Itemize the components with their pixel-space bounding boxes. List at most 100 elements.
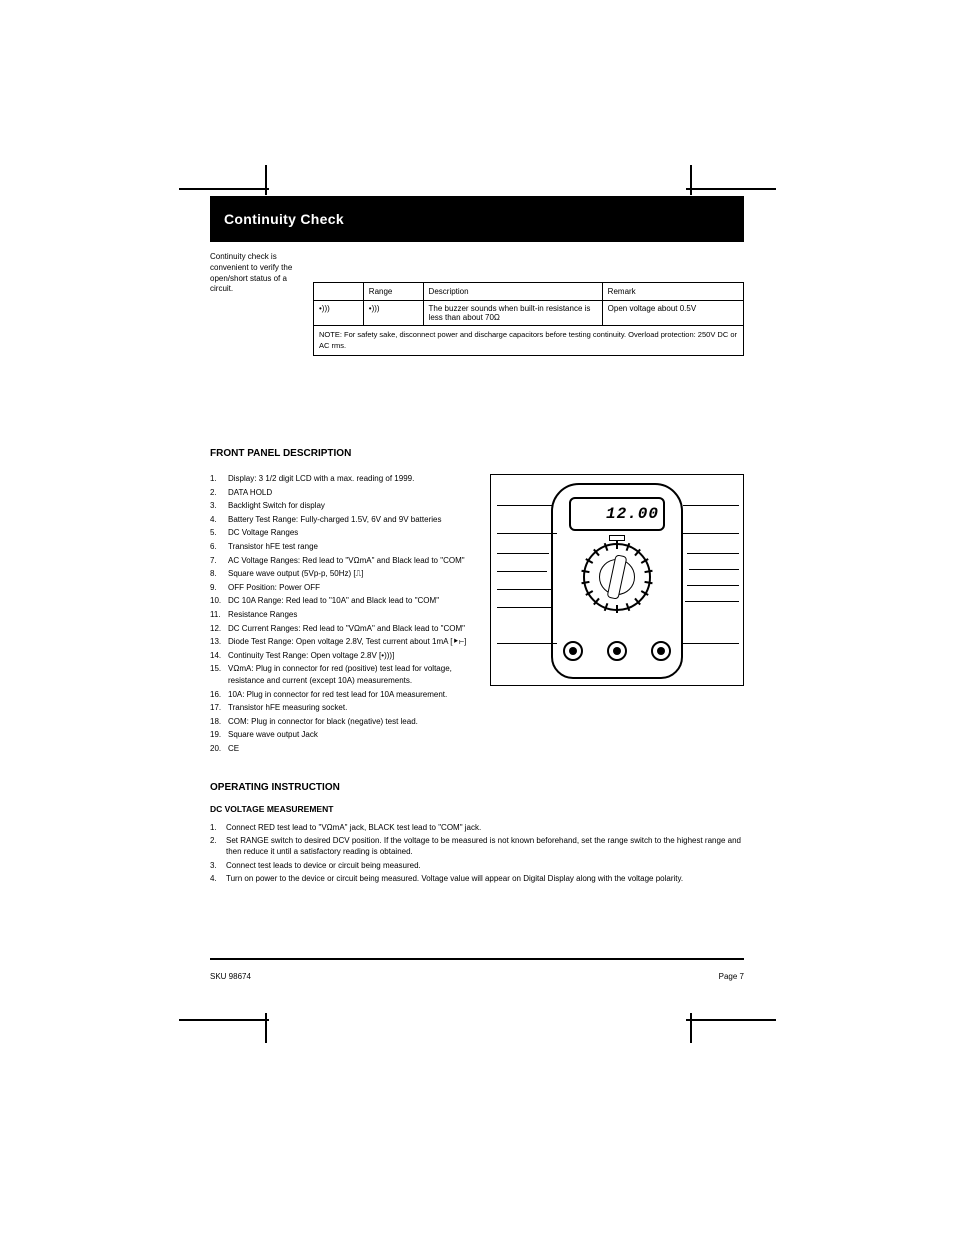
crop-mark [690, 165, 692, 195]
parts-list-text: DC 10A Range: Red lead to "10A" and Blac… [228, 595, 468, 607]
parts-list-number: 13. [210, 636, 228, 648]
operating-steps: 1.Connect RED test lead to "VΩmA" jack, … [210, 822, 744, 886]
parts-list-item: 4.Battery Test Range: Fully-charged 1.5V… [210, 514, 468, 526]
crop-mark [265, 1013, 267, 1043]
parts-list-number: 17. [210, 702, 228, 714]
parts-list-number: 7. [210, 555, 228, 567]
step-item: 1.Connect RED test lead to "VΩmA" jack, … [210, 822, 744, 833]
parts-list-text: Diode Test Range: Open voltage 2.8V, Tes… [228, 636, 468, 648]
parts-list-item: 16.10A: Plug in connector for red test l… [210, 689, 468, 701]
parts-list-item: 14.Continuity Test Range: Open voltage 2… [210, 650, 468, 662]
table-header-cell: Range [364, 283, 424, 300]
parts-list-item: 19.Square wave output Jack [210, 729, 468, 741]
table-header-cell: Remark [603, 283, 743, 300]
parts-list-number: 1. [210, 473, 228, 485]
parts-list-text: Battery Test Range: Fully-charged 1.5V, … [228, 514, 468, 526]
crop-mark [686, 1019, 776, 1021]
device-jack-vohm [651, 641, 671, 661]
dc-voltage-heading: DC VOLTAGE MEASUREMENT [210, 804, 333, 814]
dial-tick [616, 605, 618, 613]
table-cell: The buzzer sounds when built-in resistan… [424, 301, 603, 325]
footer-page: Page 7 [719, 972, 744, 981]
callout-line [689, 569, 739, 570]
front-panel-heading: FRONT PANEL DESCRIPTION [210, 448, 351, 459]
parts-list-number: 19. [210, 729, 228, 741]
parts-list-number: 8. [210, 568, 228, 580]
callout-line [497, 533, 557, 534]
step-number: 4. [210, 873, 226, 884]
parts-list-text: Continuity Test Range: Open voltage 2.8V… [228, 650, 468, 662]
step-number: 2. [210, 835, 226, 857]
parts-list-number: 5. [210, 527, 228, 539]
callout-line [497, 571, 547, 572]
parts-list-text: 10A: Plug in connector for red test lead… [228, 689, 468, 701]
parts-list: 1.Display: 3 1/2 digit LCD with a max. r… [210, 473, 468, 756]
parts-list-item: 20.CE [210, 743, 468, 755]
table-note: NOTE: For safety sake, disconnect power … [314, 326, 743, 355]
callout-line [497, 589, 551, 590]
parts-list-item: 3.Backlight Switch for display [210, 500, 468, 512]
parts-list-item: 18.COM: Plug in connector for black (neg… [210, 716, 468, 728]
callout-line [497, 643, 557, 644]
parts-list-text: CE [228, 743, 468, 755]
footer-sku: SKU 98674 [210, 972, 251, 981]
parts-list-number: 16. [210, 689, 228, 701]
callout-line [687, 585, 739, 586]
device-figure: 12.00 [490, 474, 744, 686]
parts-list-text: DC Current Ranges: Red lead to "VΩmA" an… [228, 623, 468, 635]
parts-list-number: 18. [210, 716, 228, 728]
section-header-title: Continuity Check [224, 211, 344, 227]
parts-list-item: 13.Diode Test Range: Open voltage 2.8V, … [210, 636, 468, 648]
step-text: Set RANGE switch to desired DCV position… [226, 835, 744, 857]
parts-list-item: 6.Transistor hFE test range [210, 541, 468, 553]
parts-list-item: 11.Resistance Ranges [210, 609, 468, 621]
device-lcd: 12.00 [569, 497, 665, 531]
callout-line [683, 533, 739, 534]
parts-list-number: 4. [210, 514, 228, 526]
step-item: 3.Connect test leads to device or circui… [210, 860, 744, 871]
parts-list-text: Resistance Ranges [228, 609, 468, 621]
step-number: 3. [210, 860, 226, 871]
parts-list-item: 10.DC 10A Range: Red lead to "10A" and B… [210, 595, 468, 607]
step-text: Connect RED test lead to "VΩmA" jack, BL… [226, 822, 744, 833]
operating-heading: OPERATING INSTRUCTION [210, 782, 340, 793]
parts-list-item: 1.Display: 3 1/2 digit LCD with a max. r… [210, 473, 468, 485]
parts-list-number: 10. [210, 595, 228, 607]
callout-line [685, 601, 739, 602]
parts-list-item: 12.DC Current Ranges: Red lead to "VΩmA"… [210, 623, 468, 635]
crop-mark [179, 188, 269, 190]
callout-line [683, 505, 739, 506]
table-cell: •))) [314, 301, 364, 325]
callout-line [687, 553, 739, 554]
page-footer: SKU 98674 Page 7 [210, 972, 744, 981]
step-number: 1. [210, 822, 226, 833]
device-body: 12.00 [551, 483, 683, 679]
footer-rule [210, 958, 744, 960]
parts-list-number: 20. [210, 743, 228, 755]
parts-list-text: OFF Position: Power OFF [228, 582, 468, 594]
parts-list-number: 2. [210, 487, 228, 499]
step-text: Turn on power to the device or circuit b… [226, 873, 744, 884]
parts-list-text: Backlight Switch for display [228, 500, 468, 512]
table-cell: •))) [364, 301, 424, 325]
parts-list-text: COM: Plug in connector for black (negati… [228, 716, 468, 728]
parts-list-text: Display: 3 1/2 digit LCD with a max. rea… [228, 473, 468, 485]
step-item: 4.Turn on power to the device or circuit… [210, 873, 744, 884]
table-header-cell: Description [424, 283, 603, 300]
parts-list-text: DC Voltage Ranges [228, 527, 468, 539]
table-header-row: Range Description Remark [314, 283, 743, 301]
parts-list-number: 12. [210, 623, 228, 635]
parts-list-item: 5.DC Voltage Ranges [210, 527, 468, 539]
parts-list-text: Square wave output Jack [228, 729, 468, 741]
parts-list-number: 15. [210, 663, 228, 686]
callout-line [497, 505, 553, 506]
parts-list-item: 7.AC Voltage Ranges: Red lead to "VΩmA" … [210, 555, 468, 567]
crop-mark [179, 1019, 269, 1021]
intro-text: Continuity check is convenient to verify… [210, 252, 305, 295]
section-header-bar: Continuity Check [210, 196, 744, 242]
spec-table: Range Description Remark •))) •))) The b… [313, 282, 744, 356]
parts-list-number: 11. [210, 609, 228, 621]
callout-line [681, 643, 739, 644]
parts-list-text: Transistor hFE test range [228, 541, 468, 553]
step-text: Connect test leads to device or circuit … [226, 860, 744, 871]
